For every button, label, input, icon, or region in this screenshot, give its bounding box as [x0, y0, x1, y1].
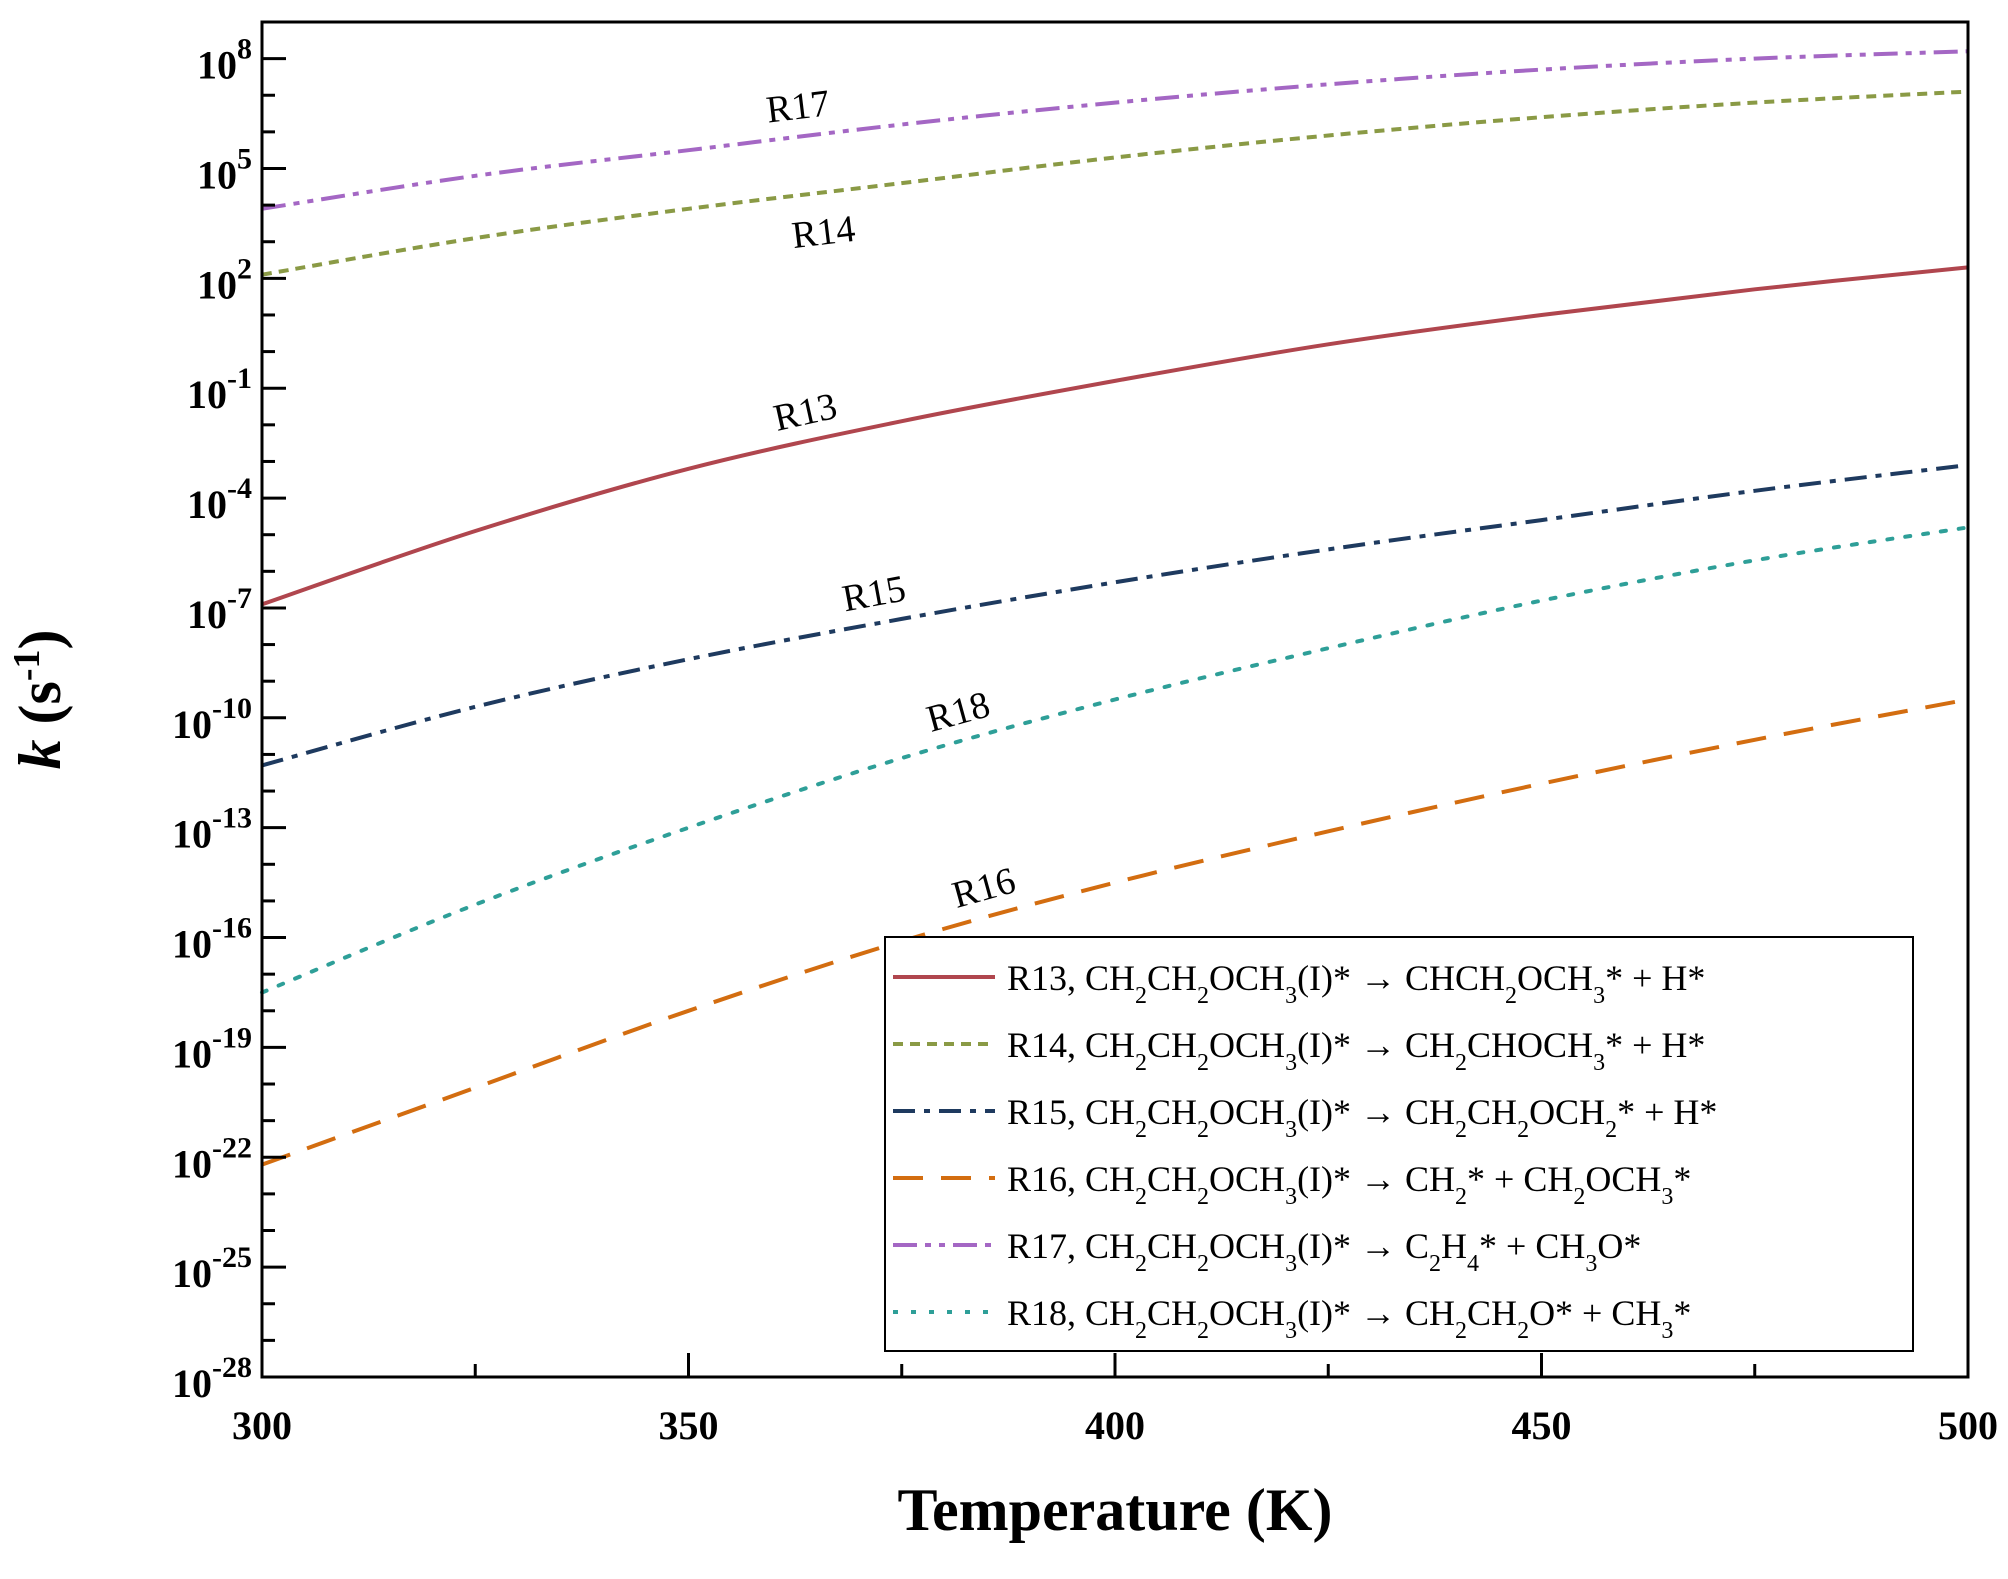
x-axis-title: Temperature (K) [898, 1477, 1333, 1543]
series-layer [260, 49, 1970, 1167]
y-tick-label: 10-10 [172, 692, 252, 747]
y-tick-label: 10-22 [172, 1131, 252, 1186]
y-axis: 108 105 102 10-1 10-4 10-7 10-10 10-13 10-16 10-1… [172, 20, 286, 1406]
y-axis-title: k (s-1) [6, 630, 73, 770]
x-axis: 300 350 400 450 500 [232, 1353, 1998, 1448]
y-tick-label: 10-16 [172, 912, 252, 967]
y-tick-label: 102 [197, 252, 252, 307]
series-line-r13 [261, 265, 1969, 607]
series-line-r15 [261, 463, 1969, 768]
legend-label-r16: R16, CH2CH2OCH3(I)* → CH2* + CH2OCH3* [1007, 1159, 1691, 1210]
x-tick-label: 400 [1085, 1403, 1145, 1448]
legend-label-r13: R13, CH2CH2OCH3(I)* → CHCH2OCH3* + H* [1007, 958, 1705, 1009]
series-line-r17 [261, 49, 1969, 211]
curve-label-r17: R17 [764, 82, 832, 131]
y-tick-label: 10-25 [172, 1241, 252, 1296]
curve-label-r14: R14 [790, 208, 858, 257]
y-tick-label: 10-4 [187, 472, 252, 527]
y-tick-label: 10-19 [172, 1021, 252, 1076]
legend-label-r14: R14, CH2CH2OCH3(I)* → CH2CHOCH3* + H* [1007, 1025, 1705, 1076]
x-tick-label: 450 [1512, 1403, 1572, 1448]
y-tick-label: 10-13 [172, 802, 252, 857]
series-line-r14 [261, 89, 1969, 277]
y-tick-label: 10-28 [172, 1351, 252, 1406]
y-tick-label: 10-1 [187, 362, 252, 417]
y-axis-title-unit: (s [7, 681, 73, 739]
y-tick-label: 10-7 [187, 582, 252, 637]
legend-label-r17: R17, CH2CH2OCH3(I)* → C2H4* + CH3O* [1007, 1226, 1641, 1277]
x-tick-label: 500 [1938, 1403, 1998, 1448]
y-tick-label: 108 [197, 33, 252, 88]
x-tick-label: 300 [232, 1403, 292, 1448]
y-axis-title-exponent: -1 [6, 649, 48, 681]
y-axis-title-symbol: k [7, 739, 73, 769]
legend-label-r18: R18, CH2CH2OCH3(I)* → CH2CH2O* + CH3* [1007, 1293, 1691, 1344]
legend-label-r15: R15, CH2CH2OCH3(I)* → CH2CH2OCH2* + H* [1007, 1092, 1717, 1143]
legend-box [884, 936, 1914, 1352]
legend: R13, CH2CH2OCH3(I)* → CHCH2OCH3* + H* R14… [884, 936, 1914, 1352]
series-line-r18 [260, 525, 1970, 995]
x-tick-label: 350 [659, 1403, 719, 1448]
y-axis-title-close: ) [7, 630, 73, 650]
y-tick-label: 105 [197, 142, 252, 197]
